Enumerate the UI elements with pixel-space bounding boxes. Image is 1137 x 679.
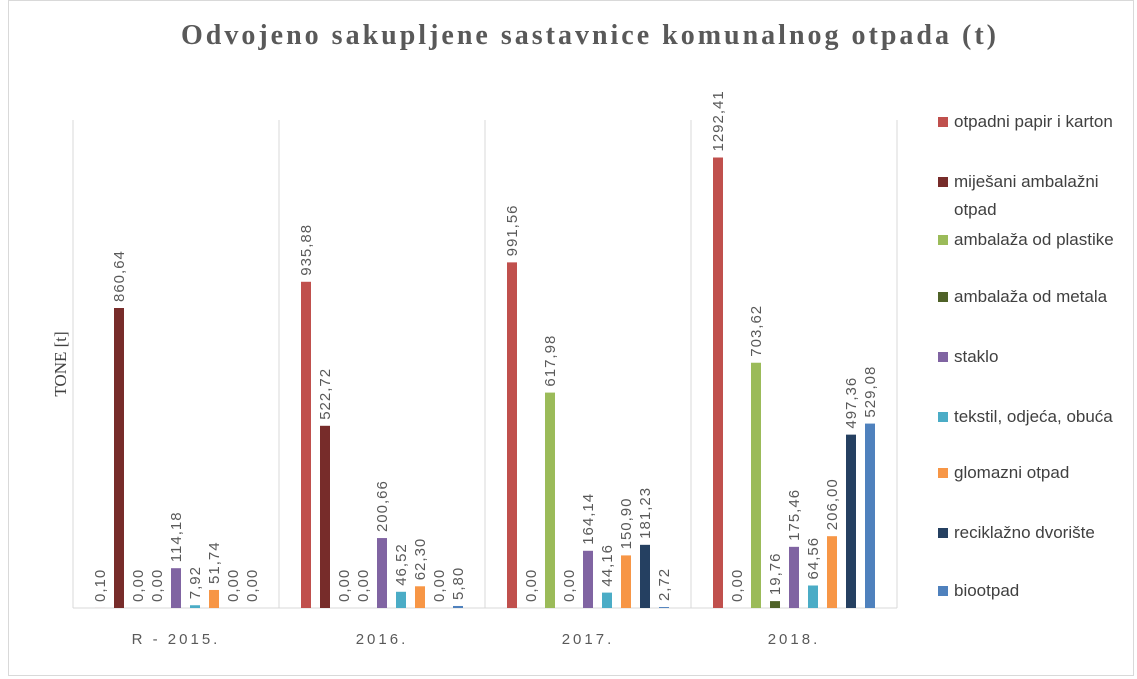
- bar: [453, 605, 463, 608]
- bar: [377, 538, 387, 608]
- legend-swatch: [938, 528, 948, 538]
- data-label: 5,80: [450, 567, 467, 600]
- bar: [808, 585, 818, 608]
- data-label: 0,00: [523, 569, 540, 602]
- data-label: 1292,41: [710, 90, 727, 151]
- data-label: 51,74: [206, 541, 223, 584]
- legend-swatch: [938, 412, 948, 422]
- data-label: 617,98: [542, 335, 559, 387]
- data-label: 0,00: [561, 569, 578, 602]
- bar: [190, 605, 200, 608]
- legend-swatch: [938, 586, 948, 596]
- legend-swatch: [938, 117, 948, 127]
- legend-item: ambalaža od metala: [938, 283, 1123, 311]
- legend-label: reciklažno dvorište: [954, 523, 1095, 542]
- data-label: 860,64: [111, 250, 128, 302]
- data-label: 991,56: [504, 204, 521, 256]
- chart-frame: [8, 0, 1134, 676]
- data-label: 62,30: [412, 538, 429, 581]
- legend-item: otpadni papir i karton: [938, 108, 1123, 136]
- data-label: 44,16: [599, 544, 616, 587]
- data-label: 0,10: [92, 569, 109, 602]
- y-axis-label: TONE [t]: [51, 331, 70, 396]
- legend-swatch: [938, 292, 948, 302]
- bar: [770, 601, 780, 608]
- bar: [713, 157, 723, 608]
- data-label: 0,00: [431, 569, 448, 602]
- legend-item: miješani ambalažni otpad: [938, 168, 1123, 224]
- data-label: 703,62: [748, 305, 765, 357]
- legend-item: staklo: [938, 343, 1123, 371]
- data-label: 2,72: [656, 568, 673, 601]
- data-label: 7,92: [187, 566, 204, 599]
- legend-item: biootpad: [938, 577, 1123, 605]
- data-label: 19,76: [767, 553, 784, 596]
- legend-swatch: [938, 177, 948, 187]
- legend-label: tekstil, odjeća, obuća: [954, 407, 1113, 426]
- data-label: 175,46: [786, 489, 803, 541]
- chart-title: Odvojeno sakupljene sastavnice komunalno…: [181, 20, 999, 51]
- data-label: 114,18: [168, 511, 185, 562]
- data-label: 206,00: [824, 478, 841, 530]
- data-label: 0,00: [130, 569, 147, 602]
- legend-item: reciklažno dvorište: [938, 519, 1123, 547]
- data-label: 0,00: [336, 569, 353, 602]
- bar: [789, 546, 799, 608]
- data-label: 0,00: [225, 569, 242, 602]
- data-label: 150,90: [618, 498, 635, 550]
- legend-label: otpadni papir i karton: [954, 112, 1113, 131]
- legend-label: miješani ambalažni otpad: [954, 172, 1099, 219]
- data-label: 935,88: [298, 224, 315, 276]
- bar: [507, 262, 517, 608]
- legend-swatch: [938, 235, 948, 245]
- data-label: 522,72: [317, 368, 334, 420]
- legend-item: glomazni otpad: [938, 459, 1123, 487]
- bar: [545, 392, 555, 608]
- legend-label: ambalaža od metala: [954, 287, 1108, 306]
- data-label: 200,66: [374, 480, 391, 532]
- bar: [114, 308, 124, 608]
- legend-label: ambalaža od plastike: [954, 230, 1114, 249]
- data-label: 497,36: [843, 377, 860, 429]
- bar: [621, 555, 631, 608]
- data-label: 0,00: [244, 569, 261, 602]
- bar: [583, 550, 593, 608]
- bar: [865, 423, 875, 608]
- legend-label: glomazni otpad: [954, 463, 1070, 482]
- bar: [846, 434, 856, 608]
- data-label: 181,23: [637, 487, 654, 539]
- data-label: 64,56: [805, 537, 822, 580]
- bar: [751, 362, 761, 608]
- data-label: 164,14: [580, 493, 597, 545]
- bar: [396, 591, 406, 608]
- data-label: 0,00: [729, 569, 746, 602]
- x-tick-label: R - 2015.: [132, 631, 221, 648]
- legend-swatch: [938, 468, 948, 478]
- data-label: 0,00: [149, 569, 166, 602]
- bar: [171, 568, 181, 608]
- legend-label: staklo: [954, 347, 999, 366]
- legend-swatch: [938, 352, 948, 362]
- bar: [415, 586, 425, 608]
- x-tick-label: 2016.: [356, 631, 409, 648]
- bar: [602, 592, 612, 608]
- data-label: 46,52: [393, 543, 410, 586]
- legend-item: tekstil, odjeća, obuća: [938, 403, 1123, 431]
- bar: [640, 544, 650, 608]
- data-label: 529,08: [862, 366, 879, 418]
- bar: [209, 589, 219, 608]
- data-label: 0,00: [355, 569, 372, 602]
- bar: [320, 425, 330, 608]
- x-tick-label: 2017.: [562, 631, 615, 648]
- legend-label: biootpad: [954, 581, 1020, 600]
- bar: [827, 536, 837, 608]
- x-tick-label: 2018.: [768, 631, 821, 648]
- bar: [659, 607, 669, 608]
- bar: [301, 281, 311, 608]
- legend-item: ambalaža od plastike: [938, 226, 1123, 254]
